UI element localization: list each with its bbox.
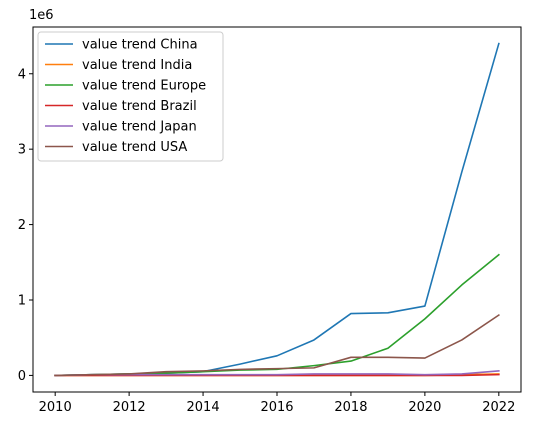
y-tick-label: 0 <box>18 369 26 384</box>
x-tick-label: 2016 <box>260 400 293 415</box>
x-tick-label: 2022 <box>482 400 515 415</box>
legend: value trend China value trend India value … <box>37 31 224 162</box>
x-tick-label: 2020 <box>408 400 441 415</box>
legend-box <box>37 31 224 162</box>
x-tick-label: 2018 <box>334 400 367 415</box>
legend-entry: value trend China <box>82 38 198 53</box>
legend-entry: value trend Japan <box>82 120 197 135</box>
legend-entry: value trend Brazil <box>82 99 197 114</box>
x-tick-label: 2010 <box>39 400 72 415</box>
series-layer <box>54 42 500 377</box>
x-axis-ticks: 2010 2012 2014 2016 2018 2020 2022 <box>39 392 515 415</box>
x-tick-label: 2012 <box>113 400 146 415</box>
legend-entry: value trend Europe <box>82 79 206 94</box>
y-tick-label: 3 <box>18 143 26 158</box>
legend-entry: value trend USA <box>82 140 187 155</box>
y-tick-label: 2 <box>18 218 26 233</box>
x-tick-label: 2014 <box>187 400 220 415</box>
y-axis-ticks: 0 1 2 3 4 <box>18 67 33 384</box>
y-tick-label: 1 <box>18 293 26 308</box>
series-line <box>54 313 500 377</box>
legend-entry: value trend India <box>82 58 192 73</box>
series-line <box>54 253 500 377</box>
y-tick-label: 4 <box>18 67 26 82</box>
y-multiplier-label: 1e6 <box>29 8 54 23</box>
